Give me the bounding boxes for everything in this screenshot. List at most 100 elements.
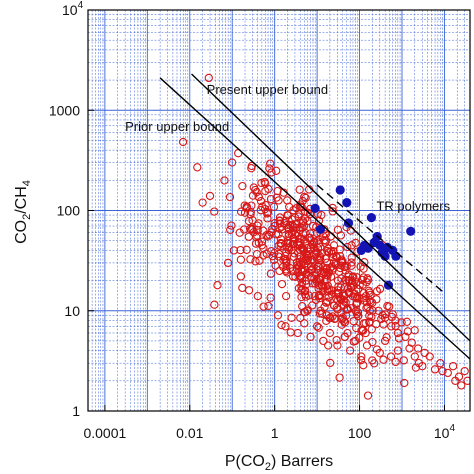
prior-polymer-point xyxy=(359,319,369,328)
annotation-label: TR polymers xyxy=(376,199,450,214)
prior-polymer-point xyxy=(357,352,366,361)
annotation-label: Prior upper bound xyxy=(125,119,229,134)
prior-polymer-point xyxy=(225,192,235,202)
tr-polymer-point xyxy=(366,213,376,223)
prior-polymer-point xyxy=(360,258,369,267)
prior-polymer-point xyxy=(306,229,315,238)
prior-polymer-point xyxy=(391,357,400,367)
prior-polymer-point xyxy=(460,366,469,376)
prior-polymer-point xyxy=(266,269,276,278)
prior-polymer-point xyxy=(274,241,283,250)
prior-polymer-point xyxy=(287,245,296,255)
prior-polymer-point xyxy=(227,221,236,230)
prior-polymer-point xyxy=(223,258,233,268)
prior-polymer-point xyxy=(303,305,312,314)
prior-polymer-point xyxy=(267,168,276,177)
prior-polymer-point xyxy=(438,366,447,376)
prior-polymer-point xyxy=(289,222,298,232)
prior-polymer-point xyxy=(276,238,285,248)
tr-polymer-point xyxy=(310,203,320,213)
prior-polymer-point xyxy=(296,313,305,323)
prior-polymer-point xyxy=(335,245,344,254)
prior-polymer-point xyxy=(363,391,373,400)
prior-polymer-point xyxy=(368,337,377,347)
prior-polymer-point xyxy=(382,333,391,342)
tr-polymer-point xyxy=(406,226,416,236)
prior-polymer-point xyxy=(330,314,339,324)
prior-polymer-point xyxy=(264,301,273,311)
prior-polymer-point xyxy=(308,301,317,310)
prior-polymer-point xyxy=(341,311,351,320)
prior-polymer-point xyxy=(347,258,356,267)
prior-polymer-point xyxy=(263,208,273,217)
prior-polymer-point xyxy=(300,307,310,317)
upper-bound-lines xyxy=(159,73,470,360)
prior-polymer-point xyxy=(270,219,279,228)
prior-polymer-point xyxy=(405,344,414,353)
prior-polymer-point xyxy=(281,291,291,301)
prior-polymer-point xyxy=(318,262,328,272)
prior-polymer-point xyxy=(277,222,286,231)
prior-polymer-point xyxy=(318,281,327,290)
prior-polymer-point xyxy=(420,348,429,358)
prior-polymer-point xyxy=(327,247,336,256)
prior-polymer-point xyxy=(397,318,406,327)
y-axis-label: CO2/CH4 xyxy=(13,180,33,244)
prior-polymer-point xyxy=(310,292,319,301)
prior-polymer-point xyxy=(319,336,328,346)
prior-polymer-point xyxy=(337,295,346,304)
prior-polymer-point xyxy=(347,253,356,262)
prior-polymer-point xyxy=(272,166,281,175)
prior-polymer-point xyxy=(266,228,276,237)
prior-polymer-point xyxy=(287,313,296,322)
prior-polymer-point xyxy=(308,239,317,249)
prior-polymer-point xyxy=(259,243,268,253)
prior-polymer-point xyxy=(204,73,213,83)
prior-polymer-point xyxy=(463,376,470,385)
prior-polymer-point xyxy=(323,297,332,306)
prior-polymer-point xyxy=(347,241,356,250)
x-axis-label: P(CO2) Barrers xyxy=(225,453,333,473)
prior-polymer-point xyxy=(345,346,355,355)
prior-polymer-point xyxy=(296,225,305,235)
prior-polymer-point xyxy=(316,242,325,252)
prior-polymer-point xyxy=(337,320,346,329)
prior-polymer-point xyxy=(198,198,207,207)
prior-polymer-point xyxy=(296,274,305,283)
prior-polymer-point xyxy=(263,214,272,223)
prior-polymer-point xyxy=(255,256,264,265)
prior-polymer-point xyxy=(401,332,410,341)
prior-polymer-point xyxy=(314,323,323,332)
prior-polymer-point xyxy=(227,158,237,167)
prior-polymer-point xyxy=(337,274,346,283)
prior-polymer-point xyxy=(312,322,322,331)
prior-polymer-point xyxy=(386,352,396,361)
prior-polymer-point xyxy=(246,255,255,264)
prior-polymer-point xyxy=(178,137,188,147)
prior-polymer-point xyxy=(380,336,390,346)
prior-polymer-point xyxy=(274,230,283,239)
prior-polymer-point xyxy=(332,335,341,345)
prior-polymer-point xyxy=(275,213,285,222)
prior-polymer-point xyxy=(244,232,253,241)
prior-polymer-point xyxy=(286,328,295,337)
prior-polymer-point xyxy=(393,346,403,355)
prior-polymer-point xyxy=(324,341,333,350)
prior-polymer-point xyxy=(301,193,310,203)
prior-polymer-point xyxy=(323,268,332,277)
prior-polymer-point xyxy=(210,207,219,216)
prior-polymer-point xyxy=(317,210,326,220)
tr-polymer-point xyxy=(342,198,352,208)
prior-polymer-point xyxy=(372,345,382,354)
prior-polymer-point xyxy=(294,212,303,221)
prior-polymer-point xyxy=(210,300,219,309)
prior-polymer-point xyxy=(220,176,229,185)
annotation-label: Present upper bound xyxy=(207,82,328,97)
prior-polymer-point xyxy=(271,261,280,270)
y-tick-label: 100 xyxy=(57,203,81,219)
prior-polymer-point xyxy=(310,237,319,246)
prior-polymer-point xyxy=(306,332,315,341)
prior-polymer-point xyxy=(264,184,273,194)
